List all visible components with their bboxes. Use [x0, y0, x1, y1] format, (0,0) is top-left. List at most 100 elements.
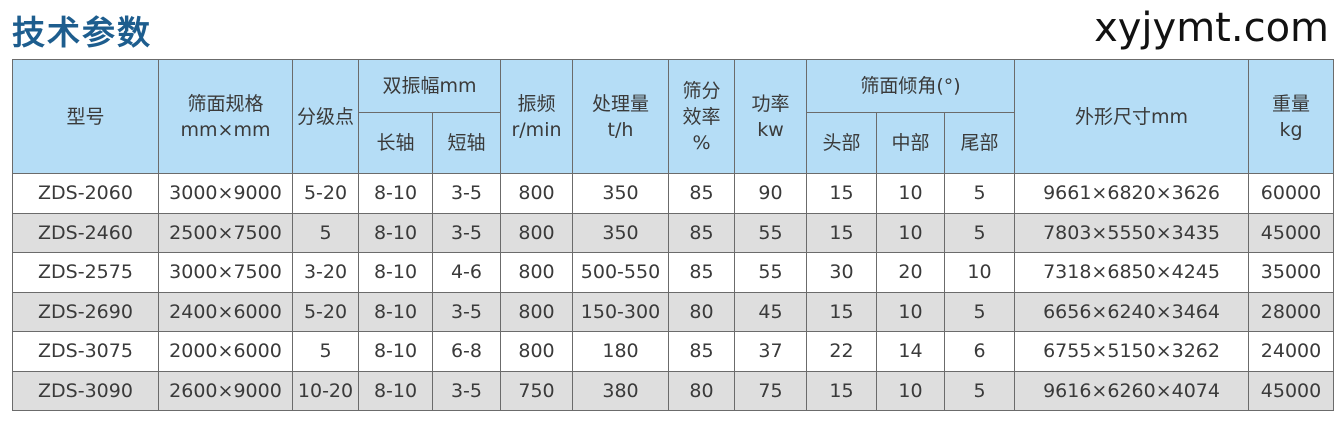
table-cell: 180	[572, 331, 669, 372]
table-cell: 45	[734, 291, 807, 332]
table-cell: ZDS-2060	[12, 173, 159, 214]
table-cell: 10	[876, 291, 945, 332]
table-cell: 3-20	[292, 252, 359, 293]
table-cell: ZDS-2460	[12, 212, 159, 253]
table-cell: 20	[876, 252, 945, 293]
table-cell: 5	[943, 212, 1016, 253]
table-cell: 5-20	[292, 291, 359, 332]
table-cell: 15	[806, 173, 877, 214]
table-cell: ZDS-2575	[12, 252, 159, 293]
table-cell: 24000	[1248, 331, 1335, 372]
table-cell: 2000×6000	[158, 331, 293, 372]
table-cell: 9616×6260×4074	[1014, 370, 1250, 411]
table-cell: 5	[292, 331, 359, 372]
table-cell: 85	[668, 212, 735, 253]
table-row: ZDS-2460 2500×7500 5 8-10 3-5 800 350 85 55 15 10 5…	[12, 212, 1335, 253]
table-cell: 2400×6000	[158, 291, 293, 332]
page-title: 技术参数	[12, 13, 152, 52]
table-body: ZDS-2060 3000×9000 5-20 8-10 3-5 800 350 85 90 15…	[12, 173, 1335, 411]
table-cell: 14	[876, 331, 945, 372]
table-cell: 3-5	[432, 291, 501, 332]
table-cell: 9661×6820×3626	[1014, 173, 1250, 214]
table-cell: 750	[500, 370, 573, 411]
table-cell: ZDS-3090	[12, 370, 159, 411]
table-cell: 15	[806, 212, 877, 253]
table-cell: 5	[943, 370, 1016, 411]
header-angle-head: 头部	[806, 112, 877, 174]
table-cell: 10	[943, 252, 1016, 293]
table-cell: 8-10	[358, 370, 433, 411]
table-cell: 15	[806, 291, 877, 332]
table-cell: 60000	[1248, 173, 1335, 214]
table-cell: 8-10	[358, 291, 433, 332]
table-cell: 8-10	[358, 252, 433, 293]
table-cell: 3-5	[432, 212, 501, 253]
header-dimensions: 外形尺寸mm	[1014, 59, 1250, 174]
table-cell: 8-10	[358, 173, 433, 214]
table-cell: 800	[500, 212, 573, 253]
header-capacity: 处理量 t/h	[572, 59, 669, 174]
table-cell: 80	[668, 291, 735, 332]
table-cell: 3000×9000	[158, 173, 293, 214]
table-cell: 2500×7500	[158, 212, 293, 253]
table-cell: 10	[876, 173, 945, 214]
table-cell: 2600×9000	[158, 370, 293, 411]
spec-table: 型号 筛面规格 mm×mm 分级点 双振幅mm 振频 r/min 处理量 t/h 筛分…	[12, 59, 1335, 411]
header-angle-middle: 中部	[876, 112, 945, 174]
table-cell: 350	[572, 212, 669, 253]
table-cell: 150-300	[572, 291, 669, 332]
table-cell: ZDS-2690	[12, 291, 159, 332]
table-cell: 6-8	[432, 331, 501, 372]
watermark: xyjymt.com	[1094, 5, 1329, 51]
table-cell: 5	[943, 173, 1016, 214]
header-efficiency: 筛分 效率%	[668, 59, 735, 174]
table-cell: 3-5	[432, 173, 501, 214]
table-cell: 15	[806, 370, 877, 411]
table-cell: 85	[668, 252, 735, 293]
table-cell: 37	[734, 331, 807, 372]
header-frequency: 振频 r/min	[500, 59, 573, 174]
table-cell: 80	[668, 370, 735, 411]
table-cell: 55	[734, 252, 807, 293]
table-cell: 8-10	[358, 212, 433, 253]
table-cell: 28000	[1248, 291, 1335, 332]
header-weight: 重量 kg	[1248, 59, 1335, 174]
table-row: ZDS-2060 3000×9000 5-20 8-10 3-5 800 350 85 90 15…	[12, 173, 1335, 214]
header-angle: 筛面倾角(°)	[805, 59, 1016, 113]
table-cell: 800	[500, 291, 573, 332]
table-cell: 800	[500, 252, 573, 293]
table-cell: 5-20	[292, 173, 359, 214]
table-cell: 45000	[1248, 370, 1335, 411]
table-cell: 800	[500, 331, 573, 372]
table-cell: 800	[500, 173, 573, 214]
table-cell: 10-20	[292, 370, 359, 411]
table-cell: 35000	[1248, 252, 1335, 293]
header-cut-point: 分级点	[292, 59, 359, 174]
table-cell: 5	[943, 291, 1016, 332]
header-angle-tail: 尾部	[943, 112, 1016, 174]
table-cell: 5	[292, 212, 359, 253]
table-cell: 6755×5150×3262	[1014, 331, 1250, 372]
header-model: 型号	[12, 59, 159, 174]
table-cell: 30	[806, 252, 877, 293]
table-cell: 3-5	[432, 370, 501, 411]
table-cell: 55	[734, 212, 807, 253]
table-row: ZDS-2690 2400×6000 5-20 8-10 3-5 800 150-300 80…	[12, 291, 1335, 332]
table-cell: 7318×6850×4245	[1014, 252, 1250, 293]
header-amplitude-long: 长轴	[358, 112, 433, 174]
header-amplitude-short: 短轴	[432, 112, 501, 174]
table-cell: 350	[572, 173, 669, 214]
table-cell: 4-6	[432, 252, 501, 293]
table-cell: 75	[734, 370, 807, 411]
header-power: 功率 kw	[734, 59, 807, 174]
table-cell: 45000	[1248, 212, 1335, 253]
table-cell: 6656×6240×3464	[1014, 291, 1250, 332]
table-row: ZDS-3075 2000×6000 5 8-10 6-8 800 180 85 37 22 14 6…	[12, 331, 1335, 372]
table-row: ZDS-3090 2600×9000 10-20 8-10 3-5 750 380 80 75 1…	[12, 370, 1335, 411]
table-cell: ZDS-3075	[12, 331, 159, 372]
header-amplitude: 双振幅mm	[358, 59, 501, 113]
table-cell: 380	[572, 370, 669, 411]
table-cell: 85	[668, 331, 735, 372]
table-cell: 8-10	[358, 331, 433, 372]
table-cell: 6	[943, 331, 1016, 372]
